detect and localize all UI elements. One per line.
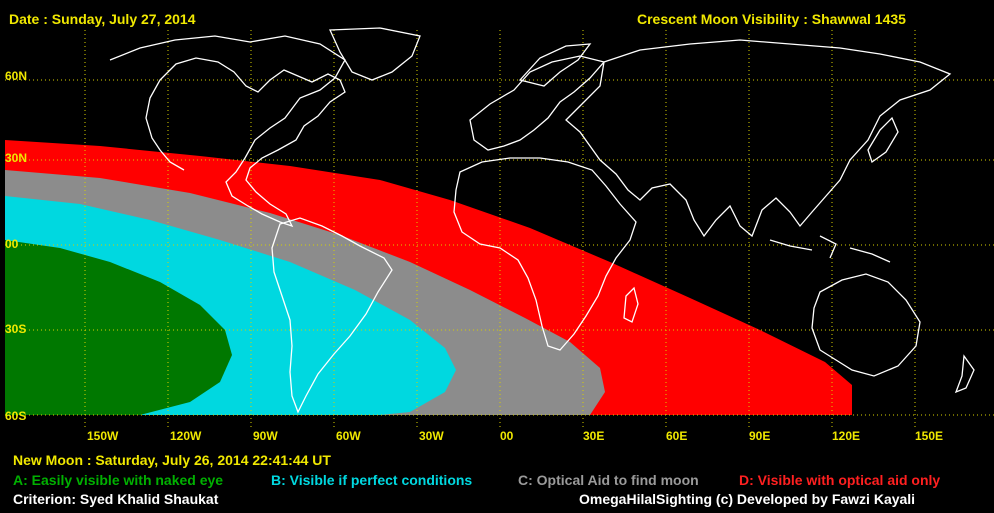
lon-label-00: 00 [500, 429, 514, 443]
lon-label-30w: 30W [419, 429, 444, 443]
lat-label-60n: 60N [5, 69, 28, 83]
lat-lon-grid [5, 30, 994, 430]
lon-label-60w: 60W [336, 429, 361, 443]
lat-label-30s: 30S [5, 322, 27, 336]
north-america-outline [109, 35, 346, 228]
map-title: Crescent Moon Visibility : Shawwal 1435 [637, 11, 906, 27]
japan-outline [867, 116, 899, 164]
lon-label-150w: 150W [87, 429, 119, 443]
lat-label-30n: 30N [5, 151, 28, 165]
asia-outline [565, 39, 952, 238]
greenland-outline [329, 27, 421, 81]
madagascar-outline [623, 286, 639, 323]
lon-label-120e: 120E [832, 429, 861, 443]
new-zealand-outline [954, 354, 975, 394]
lat-label-00: 00 [5, 237, 19, 251]
south-america-outline [271, 217, 393, 414]
lon-label-150e: 150E [915, 429, 944, 443]
europe-outline [469, 55, 606, 151]
lon-label-30e: 30E [583, 429, 605, 443]
credit-label: OmegaHilalSighting (c) Developed by Fawz… [579, 491, 916, 507]
lon-label-90w: 90W [253, 429, 278, 443]
date-label: Date : Sunday, July 27, 2014 [9, 11, 196, 27]
australia-outline [811, 273, 921, 377]
coastlines [109, 27, 975, 414]
criterion-label: Criterion: Syed Khalid Shaukat [13, 491, 219, 507]
legend-d: D: Visible with optical aid only [739, 472, 941, 488]
lat-label-60s: 60S [5, 409, 27, 423]
africa-outline [453, 157, 637, 351]
legend-c: C: Optical Aid to find moon [518, 472, 699, 488]
indonesia-outline [769, 235, 891, 263]
lon-label-120w: 120W [170, 429, 202, 443]
lon-label-90e: 90E [749, 429, 771, 443]
legend-b: B: Visible if perfect conditions [271, 472, 473, 488]
lon-label-60e: 60E [666, 429, 688, 443]
zone-a-green [5, 240, 232, 415]
visibility-zones [5, 140, 852, 415]
scandinavia-outline [518, 43, 592, 87]
legend-a: A: Easily visible with naked eye [13, 472, 224, 488]
new-moon-label: New Moon : Saturday, July 26, 2014 22:41… [13, 452, 331, 468]
